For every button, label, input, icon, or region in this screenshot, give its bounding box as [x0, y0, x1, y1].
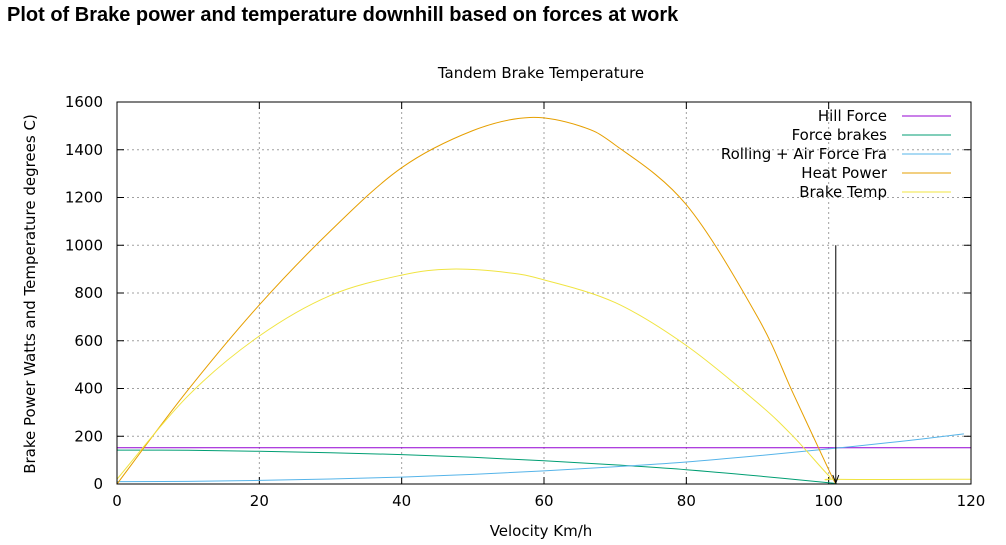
x-axis-label: Velocity Km/h	[490, 522, 593, 540]
legend-label-brake-temp: Brake Temp	[799, 183, 887, 201]
axis-ticks: 0 20 40 60 80 100 1200200400600800100012001400…	[65, 93, 986, 510]
page-title: Plot of Brake power and temperature down…	[7, 4, 679, 26]
y-tick-label: 1400	[65, 141, 103, 159]
legend-label-hill-force: Hill Force	[818, 107, 887, 125]
x-tick-label: 20	[250, 492, 269, 510]
series-line-heat-power	[116, 116, 837, 485]
series-line-force-brakes	[116, 449, 838, 485]
y-tick-label: 0	[93, 475, 103, 493]
y-tick-label: 1000	[65, 236, 103, 254]
x-tick-label: 100	[814, 492, 843, 510]
x-tick-label: 80	[677, 492, 696, 510]
annotation-layer	[832, 245, 840, 485]
series-line-brake-temp	[116, 268, 972, 481]
legend-label-heat-power: Heat Power	[801, 164, 888, 182]
grid-lines	[117, 102, 971, 484]
series-line-rolling-air-force-fra	[116, 433, 964, 483]
legend-label-force-brakes: Force brakes	[792, 126, 888, 144]
y-axis-label: Brake Power Watts and Temperature degree…	[21, 114, 39, 474]
y-tick-label: 400	[74, 380, 103, 398]
y-tick-label: 200	[74, 427, 103, 445]
x-tick-label: 0	[112, 492, 122, 510]
y-tick-label: 1600	[65, 93, 103, 111]
x-tick-label: 120	[957, 492, 986, 510]
plot-border	[116, 101, 972, 485]
y-tick-label: 1200	[65, 189, 103, 207]
x-tick-label: 40	[392, 492, 411, 510]
series-layer	[116, 116, 972, 485]
legend-label-rolling-air-force-fra: Rolling + Air Force Fra	[721, 145, 887, 163]
x-tick-label: 60	[534, 492, 553, 510]
y-tick-label: 800	[74, 284, 103, 302]
chart-title: Tandem Brake Temperature	[437, 64, 644, 82]
annotation-arrow-head	[832, 474, 840, 485]
y-tick-label: 600	[74, 332, 103, 350]
